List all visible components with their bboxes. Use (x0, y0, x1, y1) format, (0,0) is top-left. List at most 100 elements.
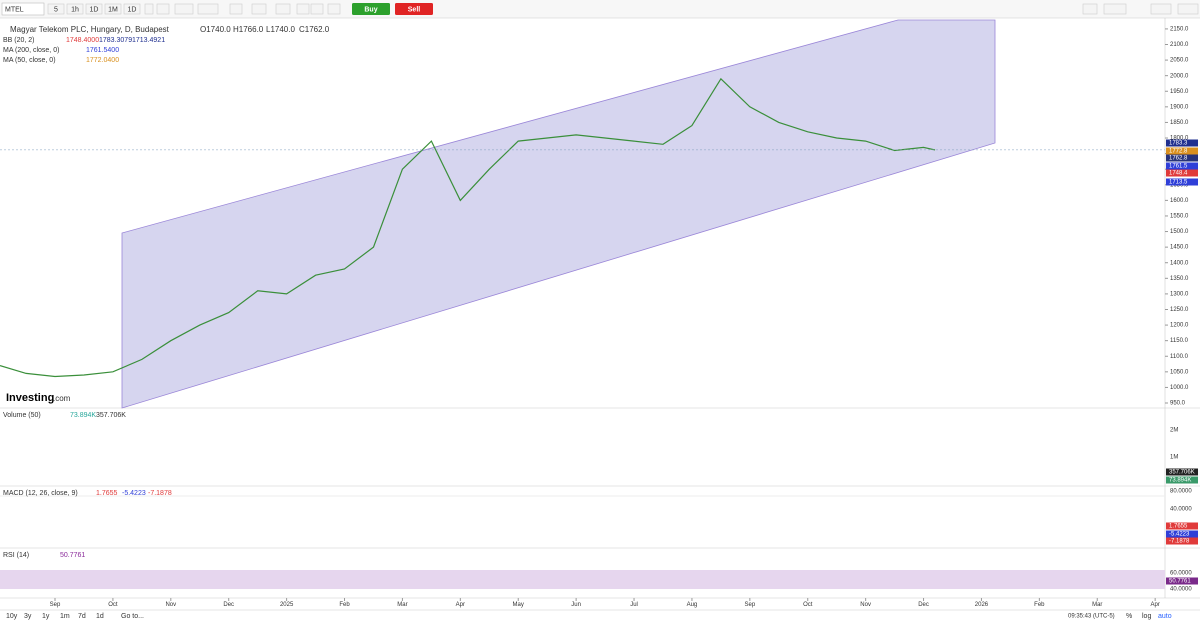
dropdown[interactable] (144, 3, 154, 15)
pane-tick-label: 60.0000 (1170, 571, 1192, 577)
pane-label: Volume (50) (3, 412, 41, 419)
indicator-value: 1783.3079 (99, 37, 132, 44)
indicator-value: 1713.4921 (132, 37, 165, 44)
price-badge-label: 1772.8 (1169, 149, 1188, 155)
x-tick-label: Sep (50, 602, 61, 608)
price-badge-label: 1761.5 (1169, 164, 1188, 170)
x-tick-label: Aug (687, 602, 698, 608)
interval-button[interactable] (47, 3, 65, 15)
y-tick-label: 1900.0 (1170, 104, 1189, 110)
goto-button[interactable]: Go to... (121, 613, 144, 620)
y-tick-label: 1600.0 (1170, 198, 1189, 204)
pane-badge (1166, 522, 1198, 530)
x-tick-label: Mar (397, 602, 407, 608)
y-tick-label: 1200.0 (1170, 323, 1189, 329)
x-tick-label: Oct (803, 602, 813, 608)
cloud-save[interactable] (1150, 3, 1172, 15)
layout[interactable] (1103, 3, 1127, 15)
interval-button[interactable] (104, 3, 122, 15)
range-button[interactable]: 3y (24, 613, 32, 620)
pane-tick-label: 80.0000 (1170, 489, 1192, 495)
pane-value: 357.706K (96, 412, 126, 419)
y-tick-label: 1400.0 (1170, 260, 1189, 266)
y-tick-label: 2100.0 (1170, 42, 1189, 48)
tools[interactable] (197, 3, 219, 15)
interval-button[interactable] (66, 3, 84, 15)
price-badge (1166, 162, 1198, 170)
buy-button[interactable] (352, 3, 390, 15)
pane-badge-label: 1.7655 (1169, 524, 1188, 530)
pane-badge (1166, 577, 1198, 585)
indicator-value: 1748.4000 (66, 37, 99, 44)
y-tick-label: 1050.0 (1170, 369, 1189, 375)
y-tick-label: 1150.0 (1170, 338, 1189, 344)
pane-badge-label: 50.7761 (1169, 579, 1191, 585)
range-button[interactable]: 7d (78, 613, 86, 620)
scale-option[interactable]: % (1126, 613, 1132, 620)
chart-type[interactable] (156, 3, 170, 15)
ohlc-value: L1740.0 (266, 25, 295, 34)
y-tick-label: 1800.0 (1170, 136, 1189, 142)
pane-badge-label: 73.894K (1169, 478, 1191, 484)
y-tick-label: 1250.0 (1170, 307, 1189, 313)
undo[interactable] (296, 3, 310, 15)
pane-value: -5.4223 (122, 490, 146, 497)
range-button[interactable]: 1y (42, 613, 50, 620)
compare[interactable] (251, 3, 267, 15)
logo-suffix: .com (53, 394, 71, 403)
ohlc-value: H1766.0 (233, 25, 264, 34)
pane-tick-label: 40.0000 (1170, 507, 1192, 513)
pane-badge (1166, 537, 1198, 545)
x-tick-label: Feb (1034, 602, 1045, 608)
indicator-name: MA (50, close, 0) (3, 57, 56, 64)
y-tick-label: 1850.0 (1170, 120, 1189, 126)
price-badge (1166, 139, 1198, 147)
range-button[interactable]: 1m (60, 613, 70, 620)
x-tick-label: Dec (918, 602, 929, 608)
pane-badge-label: 357.706K (1169, 470, 1195, 476)
range-button[interactable]: 1d (96, 613, 104, 620)
y-tick-label: 1550.0 (1170, 214, 1189, 220)
x-tick-label: Nov (860, 602, 871, 608)
magnet[interactable] (275, 3, 291, 15)
scale-option[interactable]: log (1142, 613, 1151, 620)
price-badge (1166, 169, 1198, 177)
y-tick-label: 1000.0 (1170, 385, 1189, 391)
range-button[interactable]: 10y (6, 613, 18, 620)
snapshot[interactable] (1082, 3, 1098, 15)
y-tick-label: 1100.0 (1170, 354, 1189, 360)
pane-badge (1166, 476, 1198, 484)
scale-option[interactable]: auto (1158, 613, 1172, 620)
cloud-load[interactable] (1177, 3, 1199, 15)
indicator-value: 1772.0400 (86, 57, 119, 64)
indicator-value: 1761.5400 (86, 47, 119, 54)
channel (121, 19, 996, 409)
pane-tick-label: 2M (1170, 428, 1178, 434)
symbol-input[interactable] (1, 2, 45, 16)
interval-button[interactable] (123, 3, 141, 15)
y-tick-label: 2150.0 (1170, 26, 1189, 32)
ohlc-value: O1740.0 (200, 25, 231, 34)
x-tick-label: May (513, 602, 524, 608)
interval-label: 1h (71, 6, 79, 13)
indicators[interactable] (174, 3, 194, 15)
alert[interactable] (327, 3, 341, 15)
symbol: MTEL (5, 6, 24, 13)
x-tick-label: Feb (339, 602, 350, 608)
interval-label: 1D (90, 6, 99, 13)
pane-label: RSI (14) (3, 552, 29, 559)
interval-button[interactable] (85, 3, 103, 15)
pane-badge (1166, 468, 1198, 476)
sell-button[interactable] (395, 3, 433, 15)
indicator-name: MA (200, close, 0) (3, 47, 59, 54)
redo[interactable] (310, 3, 324, 15)
x-tick-label: Nov (165, 602, 176, 608)
x-tick-label: Apr (1150, 602, 1159, 608)
clock: 09:35:43 (UTC-5) (1068, 614, 1115, 620)
y-tick-label: 1950.0 (1170, 89, 1189, 95)
settings[interactable] (229, 3, 243, 15)
x-tick-label: 2025 (280, 602, 294, 608)
pane-value: -7.1878 (148, 490, 172, 497)
